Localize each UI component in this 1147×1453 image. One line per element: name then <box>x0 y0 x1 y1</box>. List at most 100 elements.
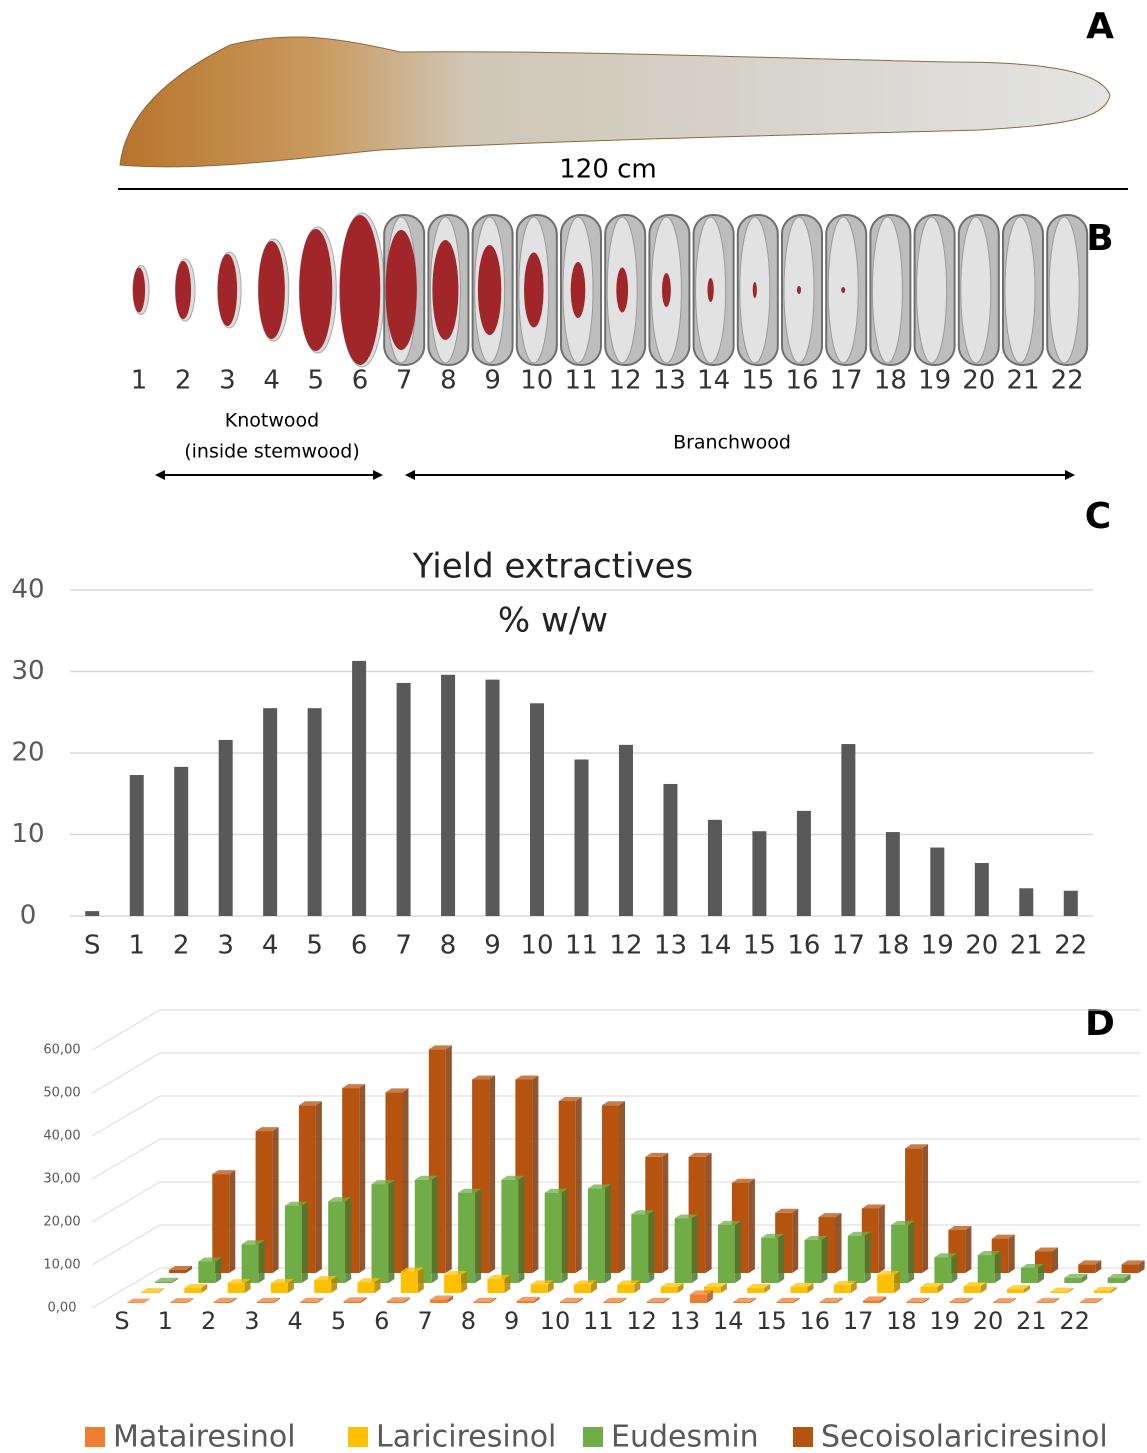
bar <box>415 1176 438 1283</box>
bar-front <box>791 1287 808 1293</box>
bar-side <box>692 1215 698 1284</box>
bar-side <box>446 1045 452 1273</box>
bar-side <box>229 1170 235 1273</box>
disc-label: 16 <box>785 366 818 396</box>
bar <box>1122 1260 1145 1273</box>
bar-side <box>951 1253 957 1283</box>
x-tick-label: 4 <box>288 1307 303 1335</box>
bar-top <box>141 1288 164 1292</box>
bar <box>560 1298 583 1303</box>
bar <box>647 1298 670 1303</box>
x-tick-label: 20 <box>973 1307 1004 1335</box>
bar-front <box>228 1283 245 1293</box>
bar-side <box>562 1189 568 1283</box>
bar <box>964 1282 987 1293</box>
bar-front <box>214 1302 231 1303</box>
bar <box>387 1297 410 1303</box>
bar-front <box>271 1283 288 1293</box>
x-tick-label: 16 <box>787 931 820 961</box>
x-tick-label: 18 <box>876 931 909 961</box>
bar <box>85 911 99 916</box>
bar-front <box>300 1302 317 1303</box>
chart-title: Yield extractives <box>412 547 694 587</box>
bar-side <box>605 1184 611 1283</box>
bar-front <box>1094 1291 1111 1293</box>
disc-label: 6 <box>352 366 369 396</box>
disc <box>917 217 947 363</box>
disc-label: 8 <box>440 366 457 396</box>
bar <box>1078 1260 1101 1273</box>
bar-side <box>1009 1235 1015 1273</box>
bar <box>130 775 144 916</box>
bar <box>1064 1274 1087 1283</box>
log-photo <box>120 37 1110 167</box>
bar <box>791 1283 814 1293</box>
knotwood-label: Knotwood <box>225 410 319 432</box>
bar-front <box>675 1219 692 1284</box>
bar <box>663 784 677 916</box>
x-tick-label: S <box>114 1307 129 1335</box>
bar-side <box>822 1236 828 1283</box>
bar <box>920 1283 943 1293</box>
bar-side <box>1052 1248 1058 1274</box>
disc <box>841 287 845 293</box>
bar <box>863 1296 886 1303</box>
x-tick-label: 11 <box>583 1307 614 1335</box>
bar-front <box>169 1270 186 1273</box>
bar-front <box>314 1280 331 1293</box>
bar-front <box>430 1300 447 1303</box>
bar <box>690 1290 713 1303</box>
disc-diagram <box>133 213 1087 367</box>
bar <box>444 1271 467 1293</box>
y-tick-label: 30 <box>11 656 44 686</box>
disc-label: 11 <box>564 366 597 396</box>
bar <box>820 1298 843 1303</box>
bar <box>603 1298 626 1303</box>
x-tick-label: 20 <box>965 931 998 961</box>
bar-side <box>879 1205 885 1274</box>
bar-front <box>993 1302 1010 1303</box>
bar-top <box>127 1299 150 1303</box>
x-tick-label: 15 <box>743 931 776 961</box>
bar-front <box>1007 1289 1024 1293</box>
legend-swatch <box>793 1427 813 1447</box>
disc <box>340 215 381 365</box>
x-tick-label: 14 <box>698 931 731 961</box>
x-tick-label: 12 <box>626 1307 657 1335</box>
disc-label: 20 <box>962 366 995 396</box>
bar <box>1036 1298 1059 1303</box>
disc-label: 21 <box>1006 366 1039 396</box>
bar-front <box>950 1302 967 1303</box>
bar <box>950 1298 973 1303</box>
x-tick-label: 13 <box>670 1307 701 1335</box>
bar <box>372 1180 395 1283</box>
bar-front <box>285 1206 302 1283</box>
bar-side <box>865 1232 871 1283</box>
y-tick-label: 20,00 <box>43 1215 80 1230</box>
x-tick-label: 19 <box>921 931 954 961</box>
x-tick-label: 9 <box>484 931 501 961</box>
x-tick-label: 19 <box>929 1307 960 1335</box>
disc <box>1005 217 1035 363</box>
disc <box>872 217 902 363</box>
bar <box>1094 1287 1117 1293</box>
legend-label: Matairesinol <box>113 1420 296 1453</box>
disc <box>175 261 191 319</box>
y-tick-label: 10 <box>11 819 44 849</box>
bar <box>848 1232 871 1283</box>
bar-side <box>259 1240 265 1283</box>
y-tick-label: 30,00 <box>43 1172 80 1187</box>
bar-side <box>489 1076 495 1274</box>
bar-front <box>387 1301 404 1303</box>
bar <box>487 1275 510 1293</box>
x-tick-label: 2 <box>173 931 190 961</box>
bar-front <box>545 1193 562 1283</box>
bar-front <box>631 1214 648 1283</box>
bar-front <box>617 1284 634 1293</box>
bar-front <box>487 1279 504 1293</box>
x-tick-label: 1 <box>128 931 145 961</box>
bar-side <box>836 1213 842 1273</box>
bar <box>530 703 544 916</box>
bar-front <box>603 1302 620 1303</box>
bar-front <box>328 1201 345 1283</box>
